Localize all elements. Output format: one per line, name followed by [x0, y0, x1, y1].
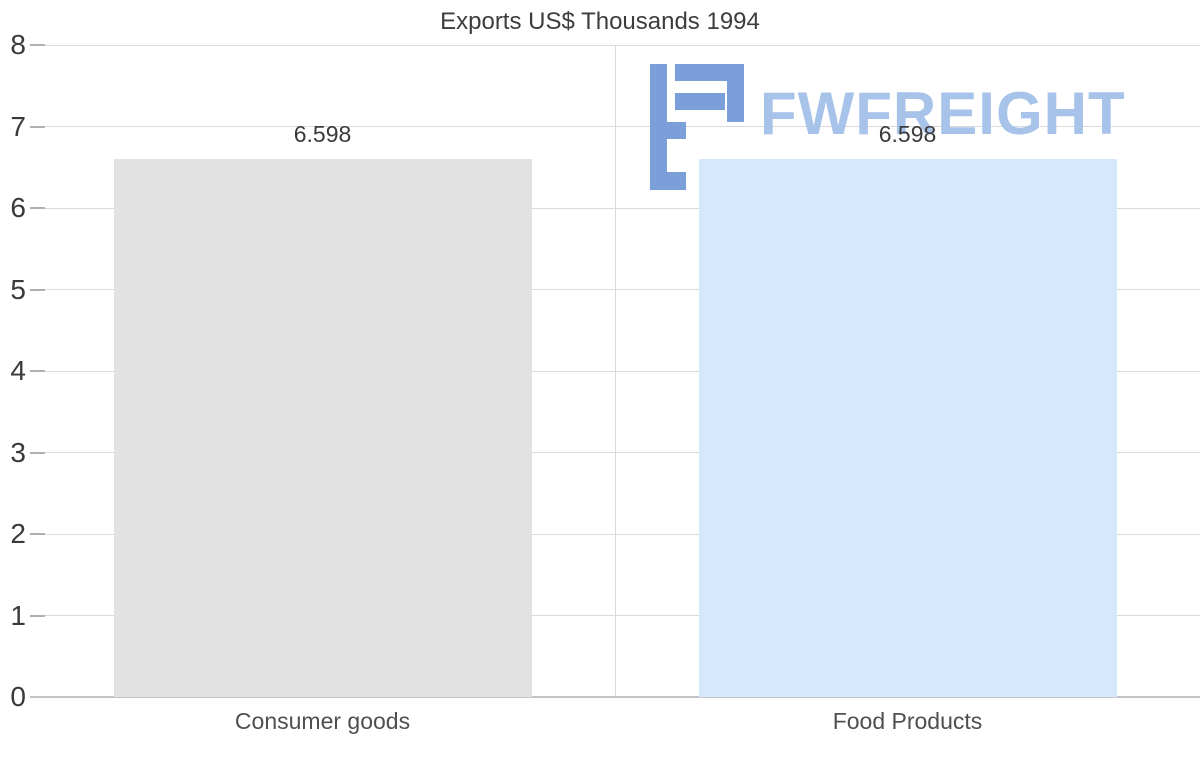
y-axis-tick — [30, 125, 45, 128]
bar-food-products — [698, 159, 1117, 697]
y-tick-label: 7 — [10, 110, 26, 142]
y-axis-tick — [30, 288, 45, 291]
y-axis-tick — [30, 44, 45, 46]
category-separator-line — [614, 45, 616, 697]
y-tick-label: 8 — [10, 29, 26, 60]
y-axis-tick — [30, 207, 45, 209]
chart-title: Exports US$ Thousands 1994 — [440, 8, 760, 35]
x-category-label: Consumer goods — [234, 708, 411, 734]
x-category-label: Food Products — [832, 708, 983, 734]
y-axis-tick — [30, 533, 45, 535]
y-tick-label: 6 — [10, 192, 26, 223]
y-tick-label: 5 — [10, 273, 26, 305]
y-axis-tick — [30, 370, 45, 372]
y-tick-label: 0 — [10, 681, 26, 712]
x-axis-line — [30, 696, 1200, 698]
y-tick-label: 4 — [10, 355, 26, 386]
y-tick-label: 3 — [10, 436, 26, 468]
y-tick-label: 2 — [10, 518, 26, 549]
y-axis-tick — [30, 451, 45, 454]
bar-value-label: 6.598 — [293, 121, 352, 148]
y-tick-label: 1 — [10, 599, 26, 631]
bar-consumer-goods — [113, 159, 532, 697]
y-axis-tick — [30, 614, 45, 617]
bar-value-label: 6.598 — [878, 121, 937, 148]
